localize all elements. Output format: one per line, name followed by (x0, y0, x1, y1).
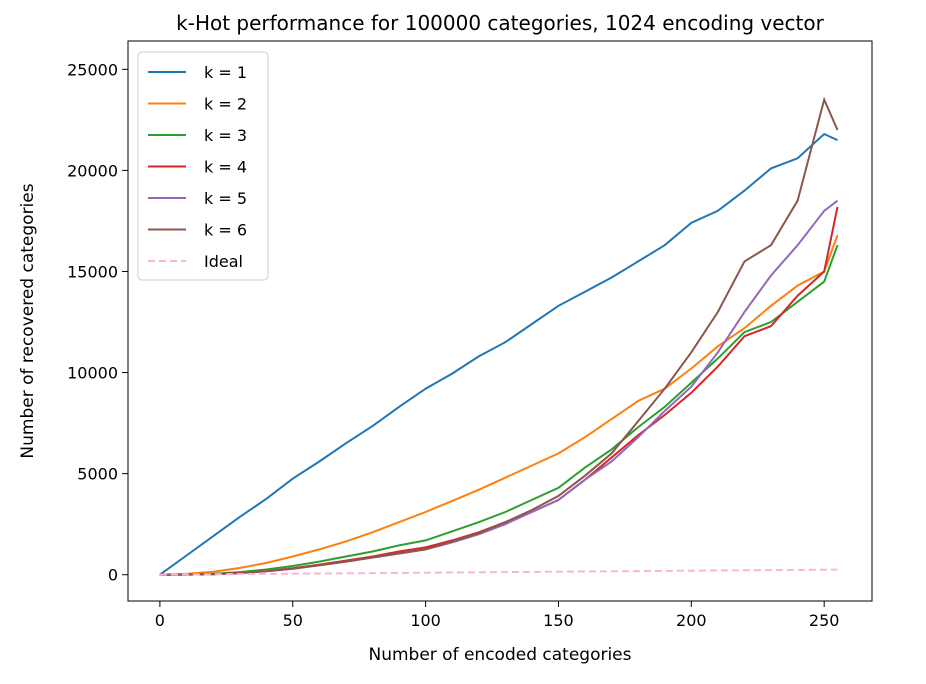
x-tick-label: 150 (543, 611, 574, 630)
legend-label: k = 4 (204, 158, 247, 177)
series-line-7 (159, 568, 838, 576)
y-tick-label: 15000 (67, 262, 118, 281)
legend-label: k = 6 (204, 221, 247, 240)
x-tick-label: 250 (809, 611, 840, 630)
y-tick-label: 10000 (67, 364, 118, 383)
legend-label: k = 1 (204, 63, 247, 82)
x-tick-label: 50 (283, 611, 303, 630)
x-tick-label: 100 (410, 611, 441, 630)
plot-area (127, 40, 873, 602)
legend-label: k = 5 (204, 189, 247, 208)
legend-label: Ideal (204, 252, 243, 271)
x-tick-label: 0 (155, 611, 165, 630)
legend-label: k = 2 (204, 95, 247, 114)
legend-label: k = 3 (204, 126, 247, 145)
series-line-2 (159, 234, 839, 576)
chart-title: k-Hot performance for 100000 categories,… (176, 11, 824, 35)
legend-box (137, 51, 269, 281)
y-axis-label: Number of recovered categories (18, 183, 38, 458)
series-line-1 (159, 132, 838, 576)
y-tick-label: 0 (108, 566, 118, 585)
y-tick-label: 25000 (67, 60, 118, 79)
y-tick-label: 20000 (67, 161, 118, 180)
x-axis-label: Number of encoded categories (368, 645, 631, 665)
legend: k = 1 k = 2 k = 3 k = 4 k = 5 k = 6 Ideal (137, 51, 269, 281)
x-tick-label: 200 (676, 611, 707, 630)
series-line-3 (159, 244, 839, 576)
y-tick-label: 5000 (77, 465, 118, 484)
series-line-6 (159, 96, 839, 576)
